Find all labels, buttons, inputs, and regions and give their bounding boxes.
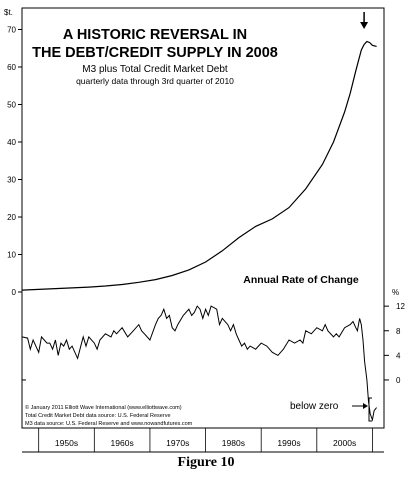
credit-line-2: Total Credit Market Debt data source: U.… — [25, 413, 171, 419]
left-axis-tick-label: 0 — [12, 288, 17, 297]
debt-credit-supply-line — [21, 40, 377, 291]
left-axis-tick-label: 60 — [7, 63, 16, 72]
x-axis-tick-label: 1980s — [222, 438, 245, 448]
x-axis-tick-label: 1960s — [111, 438, 134, 448]
x-axis-tick-label: 1990s — [277, 438, 300, 448]
below-zero-arrowhead — [363, 403, 368, 409]
annual-rate-of-change-line — [21, 305, 377, 422]
chart-subtitle: M3 plus Total Credit Market Debt — [82, 64, 228, 75]
credit-line-3: M3 data source: U.S. Federal Reserve and… — [25, 421, 193, 427]
chart-subtitle-2: quarterly data through 3rd quarter of 20… — [76, 76, 234, 86]
left-axis-tick-label: 30 — [7, 176, 16, 185]
credit-line-1: © January 2011 Elliott Wave Internationa… — [25, 404, 182, 411]
lower-panel-title: Annual Rate of Change — [243, 274, 359, 286]
x-axis-tick-label: 1950s — [55, 438, 78, 448]
chart-title-line-2: THE DEBT/CREDIT SUPPLY IN 2008 — [32, 45, 278, 61]
right-axis-tick-label: 4 — [396, 351, 401, 360]
right-axis-tick-label: 0 — [396, 376, 401, 385]
left-axis-tick-label: 40 — [7, 138, 16, 147]
left-axis-tick-label: 50 — [7, 101, 16, 110]
below-zero-bracket — [368, 397, 372, 422]
left-axis-unit: $t. — [4, 8, 13, 17]
left-axis-tick-label: 10 — [7, 251, 16, 260]
x-axis-tick-label: 2000s — [333, 438, 356, 448]
peak-arrow-head — [360, 22, 369, 29]
x-axis-tick-label: 1970s — [166, 438, 189, 448]
right-axis-tick-label: 8 — [396, 327, 401, 336]
chart-title-line-1: A HISTORIC REVERSAL IN — [63, 27, 247, 43]
left-axis-tick-label: 20 — [7, 213, 16, 222]
right-axis-tick-label: 12 — [396, 302, 405, 311]
right-axis-unit: % — [392, 288, 399, 297]
below-zero-label: below zero — [290, 401, 339, 412]
left-axis-tick-label: 70 — [7, 26, 16, 35]
peak-arrow-icon — [360, 12, 369, 29]
figure-caption: Figure 10 — [177, 455, 235, 470]
